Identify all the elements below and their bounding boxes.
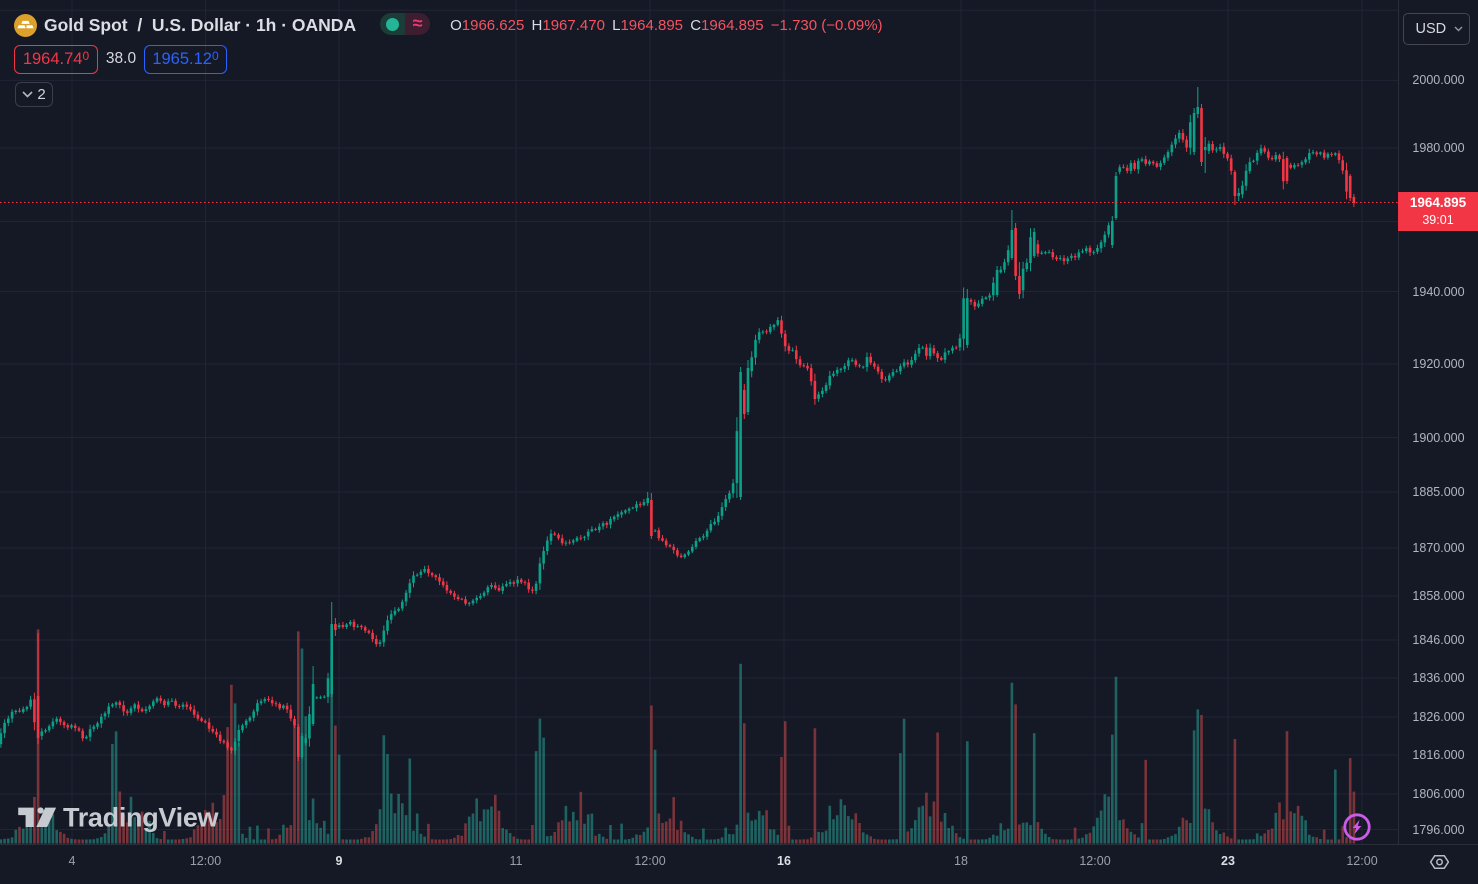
svg-text:TradingView: TradingView: [63, 803, 220, 833]
